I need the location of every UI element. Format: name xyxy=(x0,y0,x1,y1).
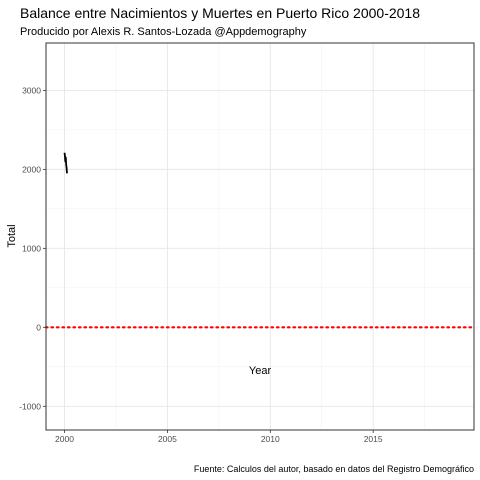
x-axis-label: Year xyxy=(249,365,272,377)
y-axis-label: Total xyxy=(6,224,18,247)
x-tick-label: 2015 xyxy=(364,434,383,444)
grid-minor xyxy=(46,43,474,430)
y-tick-label: 0 xyxy=(36,322,41,332)
x-axis: 2000 2005 2010 2015 xyxy=(55,430,383,444)
chart-subtitle: Producido por Alexis R. Santos-Lozada @A… xyxy=(20,26,307,38)
chart-title: Balance entre Nacimientos y Muertes en P… xyxy=(20,5,420,21)
series-group xyxy=(63,152,68,174)
y-tick-label: 1000 xyxy=(22,243,41,253)
chart-caption: Fuente: Calculos del autor, basado en da… xyxy=(194,464,474,474)
x-tick-label: 2000 xyxy=(55,434,74,444)
y-tick-label: -1000 xyxy=(19,401,41,411)
x-tick-label: 2005 xyxy=(158,434,177,444)
x-tick-label: 2010 xyxy=(261,434,280,444)
y-axis: -1000 0 1000 2000 3000 xyxy=(19,85,46,411)
y-tick-label: 2000 xyxy=(22,164,41,174)
plot-panel-border xyxy=(45,42,475,431)
y-tick-label: 3000 xyxy=(22,85,41,95)
series-line-total xyxy=(63,152,68,174)
